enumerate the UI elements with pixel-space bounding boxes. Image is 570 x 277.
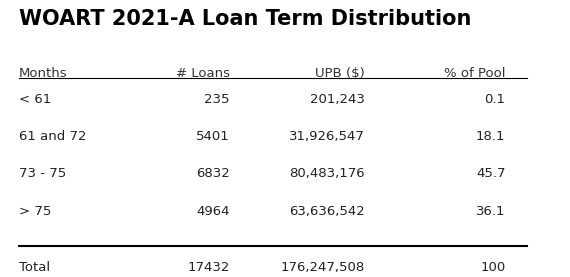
Text: 61 and 72: 61 and 72 bbox=[19, 130, 87, 143]
Text: 100: 100 bbox=[481, 261, 506, 274]
Text: 235: 235 bbox=[204, 93, 230, 106]
Text: < 61: < 61 bbox=[19, 93, 51, 106]
Text: Months: Months bbox=[19, 67, 68, 80]
Text: 36.1: 36.1 bbox=[476, 205, 506, 218]
Text: 31,926,547: 31,926,547 bbox=[289, 130, 365, 143]
Text: 0.1: 0.1 bbox=[484, 93, 506, 106]
Text: 63,636,542: 63,636,542 bbox=[289, 205, 365, 218]
Text: 17432: 17432 bbox=[188, 261, 230, 274]
Text: # Loans: # Loans bbox=[176, 67, 230, 80]
Text: 80,483,176: 80,483,176 bbox=[290, 167, 365, 180]
Text: 4964: 4964 bbox=[196, 205, 230, 218]
Text: 5401: 5401 bbox=[196, 130, 230, 143]
Text: 73 - 75: 73 - 75 bbox=[19, 167, 66, 180]
Text: UPB ($): UPB ($) bbox=[315, 67, 365, 80]
Text: % of Pool: % of Pool bbox=[444, 67, 506, 80]
Text: 6832: 6832 bbox=[196, 167, 230, 180]
Text: 45.7: 45.7 bbox=[476, 167, 506, 180]
Text: 176,247,508: 176,247,508 bbox=[280, 261, 365, 274]
Text: 18.1: 18.1 bbox=[476, 130, 506, 143]
Text: WOART 2021-A Loan Term Distribution: WOART 2021-A Loan Term Distribution bbox=[19, 9, 471, 29]
Text: Total: Total bbox=[19, 261, 50, 274]
Text: > 75: > 75 bbox=[19, 205, 51, 218]
Text: 201,243: 201,243 bbox=[310, 93, 365, 106]
